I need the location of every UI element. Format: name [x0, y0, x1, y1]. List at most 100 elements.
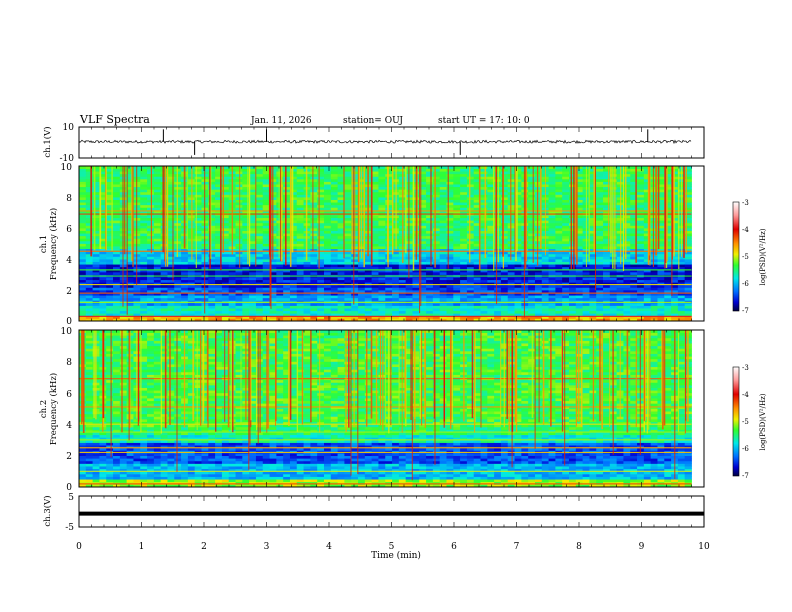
spectrogram-cell — [358, 313, 366, 317]
spectrogram-cell — [473, 287, 481, 291]
spectrogram-cell — [310, 230, 318, 234]
spectrogram-cell — [562, 251, 570, 255]
spectrogram-cell — [453, 197, 461, 200]
spectrogram-cell — [494, 292, 502, 296]
spectrogram-cell — [473, 318, 481, 321]
spectrogram-cell — [126, 233, 134, 237]
spectrogram-cell — [439, 171, 447, 175]
spectrogram-cell — [242, 189, 250, 193]
spectrogram-cell — [589, 246, 597, 250]
spectrogram-cell — [575, 189, 584, 193]
spectrogram-cell — [589, 261, 597, 265]
spectrogram-cell — [283, 313, 291, 317]
spectrogram-cell — [480, 277, 488, 281]
spectrogram-cell — [582, 308, 590, 312]
spectrogram-cell — [283, 253, 291, 257]
spectrogram-cell — [92, 246, 100, 250]
spectrogram-cell — [589, 284, 597, 288]
spectrogram-cell — [289, 318, 298, 321]
spectrogram-cell — [140, 310, 148, 314]
spectrogram-cell — [439, 233, 447, 237]
spectrogram-cell — [609, 318, 618, 321]
spectrogram-cell — [296, 184, 304, 188]
spectrogram-cell — [221, 238, 230, 242]
spectrogram-cell — [378, 204, 386, 208]
spectrogram-cell — [419, 240, 427, 244]
spectrogram-cell — [528, 222, 536, 226]
spectrogram-cell — [140, 230, 148, 234]
spectrogram-cell — [296, 222, 304, 226]
spectrogram-cell — [419, 228, 427, 231]
spectrogram-cell — [514, 186, 522, 190]
spectrogram-cell — [514, 261, 522, 265]
spectrogram-cell — [344, 269, 352, 273]
spectrogram-cell — [603, 282, 611, 286]
spectrogram-cell — [534, 202, 543, 206]
spectrogram-cell — [317, 222, 325, 226]
spectrogram-cell — [603, 246, 611, 250]
spectrogram-cell — [541, 282, 549, 286]
spectrogram-cell — [276, 176, 284, 180]
spectrogram-cell — [106, 189, 114, 193]
spectrogram-cell — [603, 295, 611, 299]
spectrogram-cell — [337, 230, 345, 234]
spectrogram-cell — [167, 287, 175, 291]
spectrogram-cell — [85, 178, 94, 182]
spectrogram-cell — [487, 191, 495, 195]
spectrogram-cell — [589, 310, 597, 314]
spectrogram-cell — [296, 166, 304, 169]
spectrogram-cell — [371, 207, 379, 211]
spectrogram-cell — [514, 279, 522, 283]
spectrogram-cell — [460, 176, 468, 180]
spectrogram-cell — [215, 282, 223, 286]
spectrogram-cell — [317, 315, 325, 319]
spectrogram-cell — [487, 261, 495, 265]
spectrogram-cell — [221, 215, 230, 219]
spectrogram-cell — [208, 292, 216, 296]
spectrogram-cell — [494, 199, 502, 203]
spectrogram-cell — [194, 225, 202, 229]
spectrogram-cell — [221, 251, 230, 255]
spectrogram-cell — [623, 197, 631, 200]
spectrogram-cell — [419, 207, 427, 211]
spectrogram-cell — [569, 222, 577, 226]
spectrogram-cell — [487, 178, 495, 182]
spectrogram-cell — [337, 197, 345, 200]
spectrogram-cell — [460, 215, 468, 219]
spectrogram-cell — [392, 295, 400, 299]
spectrogram-cell — [85, 266, 94, 270]
spectrogram-cell — [466, 290, 475, 293]
spectrogram-cell — [507, 259, 515, 262]
spectrogram-cell — [528, 282, 536, 286]
spectrogram-cell — [187, 277, 196, 281]
spectrogram-cell — [453, 302, 461, 306]
spectrogram-cell — [460, 202, 468, 206]
spectrogram-cell — [187, 269, 196, 273]
spectrogram-cell — [289, 315, 298, 319]
spectrogram-cell — [194, 259, 202, 262]
spectrogram-cell — [385, 233, 393, 237]
spectrogram-cell — [228, 292, 236, 296]
spectrogram-cell — [575, 171, 584, 175]
spectrogram-cell — [500, 264, 509, 268]
spectrogram-cell — [181, 313, 189, 317]
spectrogram-cell — [310, 235, 318, 239]
spectrogram-cell — [85, 282, 94, 286]
spectrogram-cell — [487, 302, 495, 306]
spectrogram-cell — [446, 171, 454, 175]
spectrogram-cell — [147, 248, 155, 252]
spectrogram-cell — [562, 256, 570, 260]
spectrogram-cell — [215, 284, 223, 288]
spectrogram-cell — [337, 292, 345, 296]
spectrogram-cell — [473, 315, 481, 319]
spectrogram-cell — [548, 253, 556, 257]
spectrogram-cell — [603, 259, 611, 262]
spectrogram-cell — [507, 279, 515, 283]
spectrogram-cell — [330, 302, 339, 306]
spectrogram-cell — [432, 310, 441, 314]
spectrogram-cell — [221, 181, 230, 185]
spectrogram-cell — [221, 284, 230, 288]
spectrogram-cell — [562, 266, 570, 270]
spectrogram-cell — [460, 251, 468, 255]
spectrogram-cell — [548, 178, 556, 182]
